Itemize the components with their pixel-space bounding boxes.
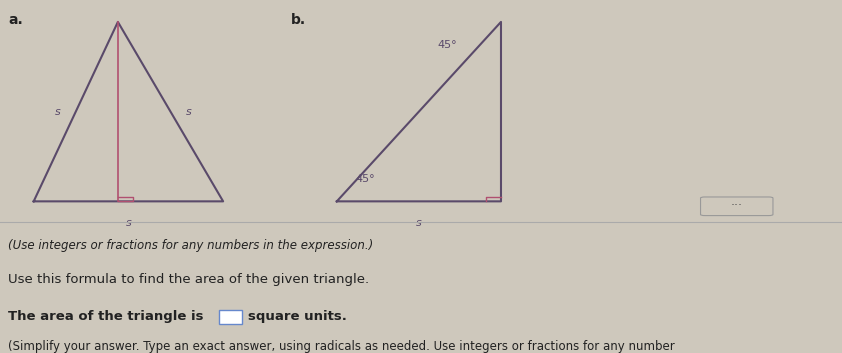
- Text: (Simplify your answer. Type an exact answer, using radicals as needed. Use integ: (Simplify your answer. Type an exact ans…: [8, 340, 675, 353]
- Text: s: s: [125, 218, 131, 228]
- Text: 45°: 45°: [355, 174, 375, 184]
- Text: b.: b.: [290, 13, 306, 27]
- Text: square units.: square units.: [248, 310, 346, 323]
- Text: Use this formula to find the area of the given triangle.: Use this formula to find the area of the…: [8, 273, 370, 286]
- Text: (Use integers or fractions for any numbers in the expression.): (Use integers or fractions for any numbe…: [8, 239, 374, 252]
- Text: s: s: [416, 218, 422, 228]
- FancyBboxPatch shape: [701, 197, 773, 216]
- Text: 45°: 45°: [438, 40, 457, 50]
- FancyBboxPatch shape: [219, 310, 242, 324]
- Text: a.: a.: [8, 13, 24, 27]
- Text: The area of the triangle is: The area of the triangle is: [8, 310, 209, 323]
- Text: s: s: [186, 107, 192, 116]
- Text: s: s: [55, 107, 60, 116]
- Text: ···: ···: [731, 199, 743, 212]
